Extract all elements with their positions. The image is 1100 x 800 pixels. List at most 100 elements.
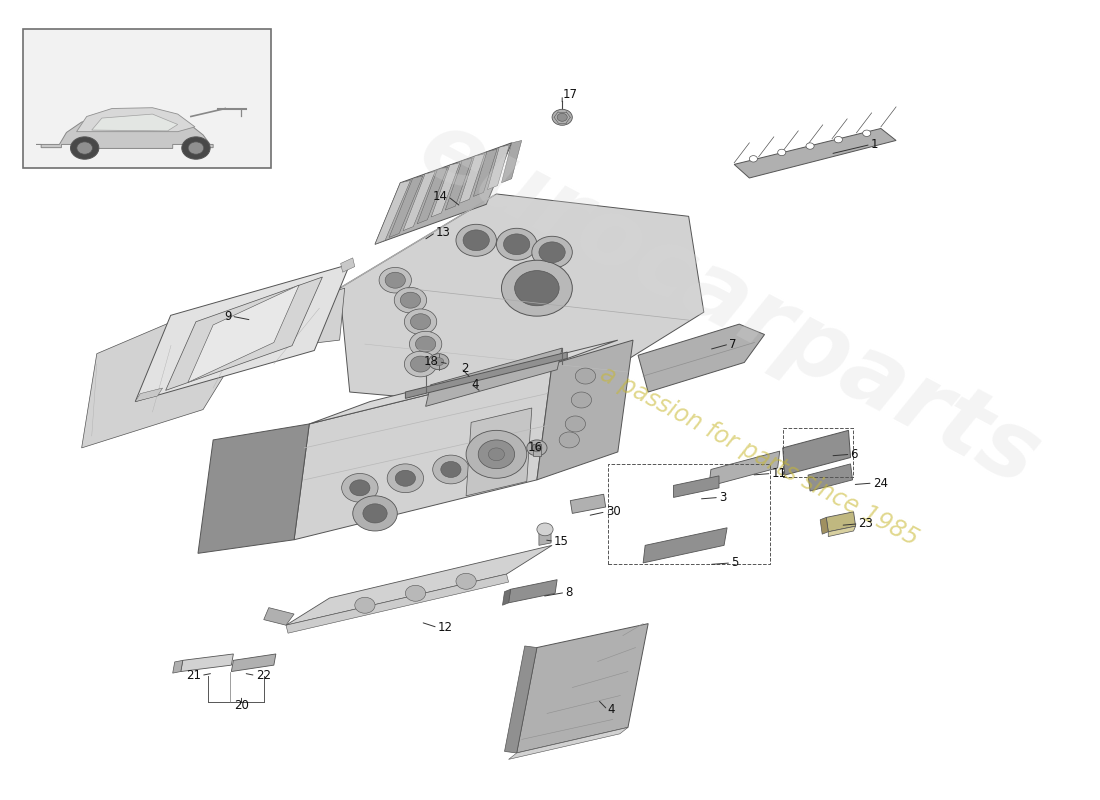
Polygon shape [231, 654, 276, 671]
Circle shape [778, 150, 785, 156]
Polygon shape [375, 180, 410, 244]
Circle shape [409, 331, 442, 357]
Circle shape [749, 156, 758, 162]
Circle shape [531, 444, 542, 452]
Text: 2: 2 [461, 362, 469, 374]
Circle shape [463, 230, 490, 250]
Polygon shape [341, 258, 355, 272]
Polygon shape [508, 727, 628, 759]
Polygon shape [431, 162, 460, 217]
Circle shape [342, 474, 378, 502]
Polygon shape [826, 512, 856, 532]
Circle shape [575, 368, 595, 384]
Polygon shape [340, 194, 704, 410]
Polygon shape [537, 340, 632, 480]
Circle shape [488, 448, 505, 461]
Bar [23, 29, 271, 169]
Circle shape [385, 272, 406, 288]
Circle shape [70, 137, 99, 159]
Circle shape [432, 455, 469, 484]
Text: 14: 14 [433, 190, 448, 203]
Polygon shape [808, 464, 852, 491]
Polygon shape [403, 171, 436, 230]
Circle shape [387, 464, 424, 493]
Text: 16: 16 [528, 442, 543, 454]
Polygon shape [417, 167, 448, 224]
Circle shape [416, 336, 436, 352]
Circle shape [571, 392, 592, 408]
Text: eurocarparts: eurocarparts [404, 102, 1055, 506]
Text: 22: 22 [255, 669, 271, 682]
Text: 23: 23 [859, 518, 873, 530]
Polygon shape [166, 277, 322, 390]
Polygon shape [81, 288, 344, 448]
Circle shape [531, 236, 572, 268]
Polygon shape [286, 574, 508, 633]
Polygon shape [502, 141, 521, 182]
Circle shape [429, 354, 449, 370]
Polygon shape [460, 154, 485, 203]
Circle shape [539, 242, 565, 262]
Polygon shape [828, 526, 856, 537]
Circle shape [410, 356, 431, 372]
Text: 1: 1 [871, 138, 878, 151]
Circle shape [350, 480, 370, 496]
Text: 18: 18 [424, 355, 439, 368]
Circle shape [400, 292, 420, 308]
Text: 30: 30 [606, 506, 620, 518]
Circle shape [552, 110, 572, 126]
Circle shape [441, 462, 461, 478]
Circle shape [188, 142, 204, 154]
Polygon shape [135, 264, 350, 402]
Circle shape [394, 287, 427, 313]
Circle shape [353, 496, 397, 531]
Polygon shape [517, 624, 648, 753]
Text: 6: 6 [850, 448, 858, 461]
Polygon shape [36, 114, 213, 149]
Polygon shape [821, 518, 828, 534]
Circle shape [502, 260, 572, 316]
Text: a passion for parts since 1985: a passion for parts since 1985 [596, 362, 923, 550]
Polygon shape [783, 430, 850, 475]
Polygon shape [446, 158, 472, 210]
Circle shape [406, 586, 426, 602]
Polygon shape [173, 660, 183, 673]
Circle shape [496, 228, 537, 260]
Circle shape [559, 432, 580, 448]
Circle shape [515, 270, 559, 306]
Circle shape [862, 130, 871, 137]
Circle shape [456, 574, 476, 590]
Polygon shape [180, 654, 233, 671]
Polygon shape [91, 114, 178, 131]
Polygon shape [426, 348, 562, 406]
Circle shape [456, 224, 496, 256]
Text: 5: 5 [732, 557, 738, 570]
Circle shape [379, 267, 411, 293]
Text: 13: 13 [436, 226, 451, 238]
Polygon shape [638, 324, 764, 392]
Polygon shape [406, 352, 568, 398]
Polygon shape [375, 143, 512, 244]
Polygon shape [532, 444, 541, 456]
Polygon shape [508, 580, 557, 603]
Polygon shape [286, 546, 552, 626]
Text: 9: 9 [224, 310, 231, 322]
Circle shape [565, 416, 585, 432]
Circle shape [433, 358, 443, 366]
Text: 17: 17 [562, 89, 578, 102]
Circle shape [478, 446, 515, 475]
Polygon shape [188, 285, 299, 382]
Polygon shape [198, 424, 309, 554]
Polygon shape [466, 408, 531, 496]
Circle shape [410, 314, 431, 330]
Circle shape [395, 470, 416, 486]
Circle shape [537, 523, 553, 536]
Text: 12: 12 [438, 621, 453, 634]
Polygon shape [734, 129, 896, 178]
Text: 20: 20 [234, 698, 249, 711]
Polygon shape [309, 340, 618, 424]
Polygon shape [294, 364, 552, 540]
Circle shape [806, 143, 814, 150]
Polygon shape [570, 494, 606, 514]
Text: 3: 3 [719, 491, 726, 504]
